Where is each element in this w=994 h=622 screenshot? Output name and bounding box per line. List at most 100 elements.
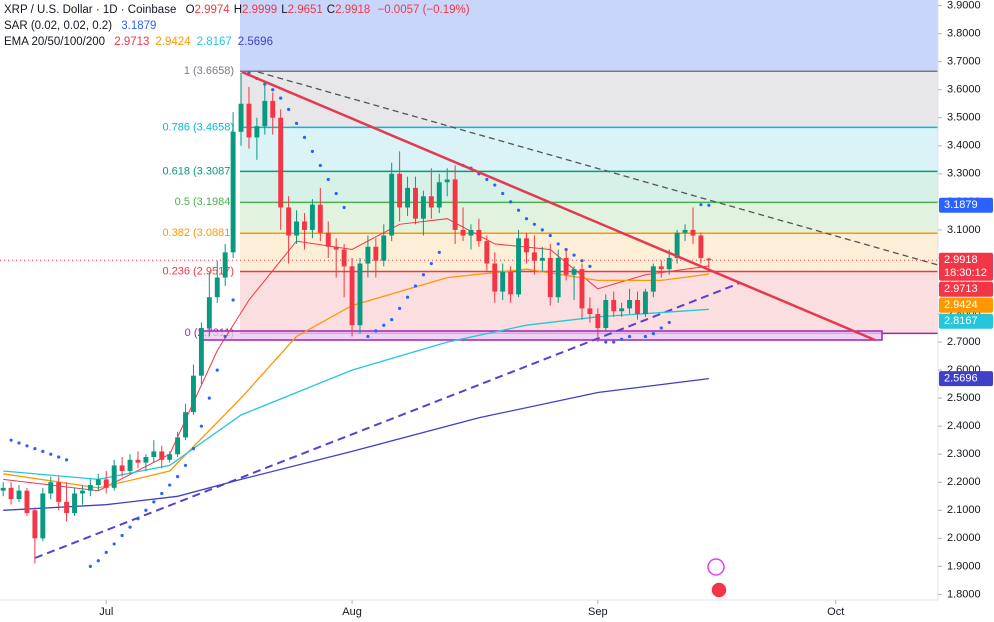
candle-body xyxy=(32,510,38,539)
ohlc-value: 2.9999 xyxy=(242,4,278,16)
candle-body xyxy=(690,229,696,236)
candle-body xyxy=(95,479,101,486)
candle-body xyxy=(650,266,656,292)
ema-label: EMA 20/50/100/200 xyxy=(4,36,106,48)
sar-dot xyxy=(120,533,124,538)
y-tick-label: 3.1000 xyxy=(947,224,981,236)
ohlc-value: 2.9918 xyxy=(335,4,371,16)
candle-body xyxy=(492,263,498,292)
candle-body xyxy=(72,493,77,514)
sar-value: 3.1879 xyxy=(121,20,157,32)
candle-body xyxy=(658,266,664,270)
candle-body xyxy=(183,412,188,438)
sar-dot xyxy=(65,458,69,462)
price-tag xyxy=(939,197,993,213)
candle-body xyxy=(674,232,680,258)
sar-dot xyxy=(421,273,426,277)
sar-dot xyxy=(493,183,497,187)
fib-label: 1 (3.6658) xyxy=(184,65,234,77)
y-tick-label: 2.7000 xyxy=(947,336,981,348)
sar-dot xyxy=(207,396,211,400)
sar-dot xyxy=(326,177,330,182)
sar-dot xyxy=(25,444,29,448)
sar-dot xyxy=(128,525,132,529)
sar-dot xyxy=(405,295,410,299)
candle-body xyxy=(0,487,6,491)
candle-body xyxy=(270,100,276,118)
candle-body xyxy=(286,207,292,236)
candle-body xyxy=(611,300,617,312)
candle-body xyxy=(531,252,537,261)
y-tick-label: 2.0000 xyxy=(947,532,981,544)
candle-body xyxy=(119,465,125,472)
support-zone xyxy=(199,330,883,341)
y-tick-label: 2.2000 xyxy=(947,476,981,488)
sar-dot xyxy=(96,559,100,563)
sar-dot xyxy=(604,340,608,344)
candle-body xyxy=(167,454,173,460)
symbol-row: XRP / U.S. Dollar · 1D · Coinbase O2.997… xyxy=(4,2,470,18)
candle-body xyxy=(222,252,228,278)
ema-row: EMA 20/50/100/200 2.9713 2.9424 2.8167 2.56… xyxy=(4,34,470,50)
upper-zone xyxy=(240,0,938,72)
sar-dot xyxy=(501,191,505,196)
candle-body xyxy=(508,271,514,295)
countdown: 18:30:12 xyxy=(944,267,987,279)
candle-body xyxy=(413,187,418,219)
sar-label: SAR (0.02, 0.02, 0.2) xyxy=(4,20,113,32)
candle-body xyxy=(357,263,363,326)
price-tag xyxy=(939,371,993,387)
candle-body xyxy=(278,117,284,208)
candle-body xyxy=(619,308,625,312)
ema-line xyxy=(3,377,709,511)
candle-body xyxy=(103,479,109,488)
candle-body xyxy=(436,182,442,208)
candle-body xyxy=(175,437,181,455)
sar-dot xyxy=(699,203,703,207)
sar-dot xyxy=(659,326,663,330)
trendline-resistance xyxy=(241,70,876,342)
price-tag xyxy=(939,281,993,297)
ema-value: 2.8167 xyxy=(196,36,232,48)
y-tick-label: 1.8000 xyxy=(947,588,981,600)
sar-dot xyxy=(651,332,655,336)
ohlc-value: 2.9651 xyxy=(287,4,323,16)
candle-body xyxy=(476,229,482,242)
candle-body xyxy=(500,271,506,292)
candle-body xyxy=(64,501,70,514)
sar-dot xyxy=(612,340,616,344)
sar-dot xyxy=(374,329,378,333)
candle-body xyxy=(246,103,252,138)
sar-dot xyxy=(667,320,671,325)
candle-body xyxy=(666,257,672,270)
candle-body xyxy=(603,300,609,329)
sar-dot xyxy=(144,508,148,512)
y-tick-label: 3.3000 xyxy=(947,168,981,180)
candle-body xyxy=(262,100,268,127)
y-tick-label: 3.5000 xyxy=(947,112,981,124)
event-icon[interactable] xyxy=(710,581,728,599)
candle-body xyxy=(80,490,85,494)
sar-dot xyxy=(271,88,275,92)
candle-body xyxy=(381,235,387,261)
event-icon[interactable] xyxy=(707,558,725,576)
candle-body xyxy=(341,249,347,267)
sar-dot xyxy=(318,163,322,168)
ema-value: 2.9424 xyxy=(155,36,191,48)
trendline-support xyxy=(34,282,741,559)
y-tick-label: 2.1000 xyxy=(947,504,981,516)
fib-band xyxy=(240,271,938,334)
candle-body xyxy=(365,246,371,264)
sar-dot xyxy=(104,550,108,554)
sar-dot xyxy=(398,306,402,311)
candle-body xyxy=(317,204,323,233)
candle-body xyxy=(635,300,640,315)
ema-value: 2.5696 xyxy=(237,36,273,48)
sar-dot xyxy=(509,200,513,204)
candle-body xyxy=(230,131,236,253)
candle-body xyxy=(524,238,529,253)
candle-body xyxy=(294,221,300,236)
sar-dot xyxy=(199,424,203,428)
fib-band xyxy=(240,71,938,128)
y-tick-label: 3.7000 xyxy=(947,56,981,68)
